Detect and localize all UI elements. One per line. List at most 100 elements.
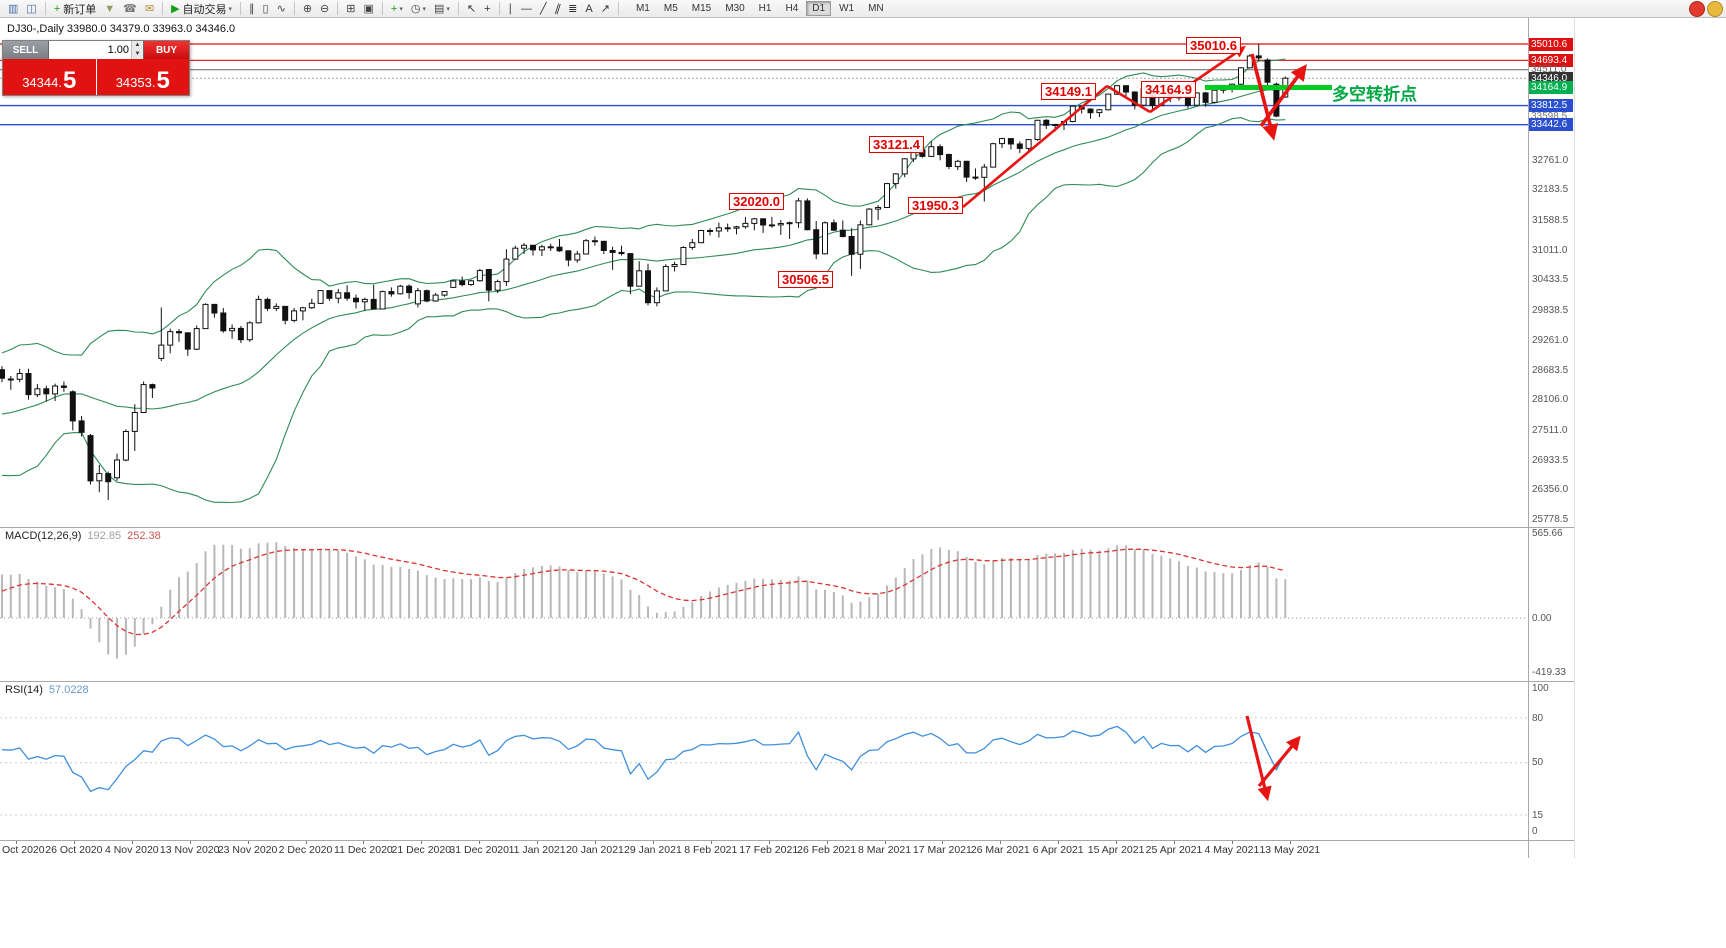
tick-chart-icon-glyph: ◫ — [26, 2, 37, 15]
rsi-axis-label: 0 — [1532, 826, 1538, 837]
chevron-down-icon: ▾ — [422, 5, 426, 13]
date-axis-label: 11 Jan 2021 — [508, 844, 566, 856]
cursor-icon[interactable]: ↖ — [464, 1, 479, 17]
date-axis-label: 15 Apr 2021 — [1087, 844, 1145, 856]
template-icon[interactable]: ▤ ▾ — [431, 1, 453, 17]
line-chart-icon[interactable]: ∿ — [274, 1, 289, 17]
zoom-in-icon[interactable]: ⊕ — [300, 1, 315, 17]
zoom-in-icon-glyph: ⊕ — [302, 2, 313, 15]
tf-m5-button[interactable]: M5 — [663, 3, 678, 14]
arrow-tool-icon[interactable]: ↗ — [598, 1, 613, 17]
date-axis-label: 20 Jan 2021 — [566, 844, 624, 856]
macd-label: MACD(12,26,9) 192.85 252.38 — [5, 530, 161, 542]
date-axis-label: 11 Dec 2020 — [334, 844, 393, 856]
date-axis-label: 26 Feb 2021 — [797, 844, 857, 856]
price-axis-label: 27511.0 — [1532, 424, 1568, 436]
text-icon[interactable]: A — [582, 1, 595, 17]
macd-indicator-panel[interactable] — [0, 527, 1726, 681]
tf-h1-button[interactable]: H1 — [758, 3, 772, 14]
price-axis-tag: 34511.0 — [1531, 64, 1567, 76]
date-tick — [363, 840, 365, 844]
date-tick — [1231, 840, 1233, 844]
funnel-icon-glyph: ▼ — [104, 2, 116, 15]
date-tick — [595, 840, 596, 844]
tile-windows-icon[interactable]: ⊞ — [343, 1, 358, 17]
date-axis-label: 17 Feb 2021 — [739, 844, 799, 856]
date-tick — [768, 840, 770, 844]
mail-icon-glyph: ✉ — [144, 2, 155, 15]
vertical-line-icon[interactable]: ∣ — [505, 1, 517, 17]
tf-m30-button[interactable]: M30 — [725, 3, 745, 14]
timeframe-group: M1 M5 M15 M30 H1 H4 D1 W1 MN — [629, 1, 891, 16]
date-axis-label: 25 Apr 2021 — [1145, 844, 1203, 856]
period-icon-glyph: ◷ — [410, 2, 421, 15]
trend-arrow — [1259, 64, 1307, 128]
date-tick — [1116, 840, 1118, 844]
date-axis-label: 29 Jan 2021 — [623, 844, 682, 856]
zoom-out-icon[interactable]: ⊖ — [317, 1, 332, 17]
price-axis-label: 30433.5 — [1532, 274, 1569, 286]
price-axis-tag: 33812.5 — [1529, 99, 1573, 113]
tf-m1-button[interactable]: M1 — [635, 3, 650, 14]
cursor-icon-glyph: ↖ — [466, 2, 477, 15]
toolbar-separator — [498, 2, 500, 15]
auto-trading-button-label: 自动交易 — [182, 3, 227, 16]
date-tick — [1000, 840, 1002, 844]
sell-button[interactable]: SELL — [3, 41, 49, 59]
date-axis-label: 4 Nov 2020 — [104, 844, 159, 856]
rsi-label: RSI(14) 57.0228 — [5, 684, 89, 696]
funnel-icon[interactable]: ▼ — [101, 1, 118, 17]
cascade-windows-icon[interactable]: ▣ — [360, 1, 376, 17]
auto-trading-button[interactable]: ▶ 自动交易 ▾ — [168, 1, 235, 17]
date-axis-label: 4 May 2021 — [1204, 844, 1260, 856]
price-axis-tag: 33442.6 — [1529, 118, 1573, 132]
fibonacci-icon[interactable]: ≣ — [565, 1, 580, 17]
tf-h4-button[interactable]: H4 — [785, 3, 799, 14]
new-order-button-glyph: + — [53, 2, 61, 15]
chart-window-icon[interactable]: ▥ — [5, 1, 21, 17]
tf-m15-button[interactable]: M15 — [691, 3, 712, 14]
add-indicator-icon[interactable]: + ▾ — [388, 1, 406, 17]
new-order-button[interactable]: + 新订单 — [51, 1, 99, 17]
rsi-axis-label: 80 — [1532, 713, 1544, 724]
volume-decrease-button[interactable]: ▼ — [132, 50, 143, 59]
phone-icon[interactable]: ☎ — [120, 1, 140, 17]
buy-button[interactable]: BUY — [143, 41, 189, 59]
date-tick — [537, 840, 539, 844]
price-axis-label: 28106.0 — [1532, 394, 1569, 406]
tf-w1-button[interactable]: W1 — [839, 3, 855, 14]
tick-chart-icon[interactable]: ◫ — [23, 1, 39, 17]
price-axis-label: 29261.0 — [1532, 334, 1569, 346]
candles-layer — [0, 44, 1289, 500]
price-axis-label: 26933.5 — [1532, 454, 1569, 466]
trendline-icon[interactable]: ╱ — [537, 1, 550, 17]
toolbar-separator — [293, 2, 295, 15]
volume-input[interactable] — [49, 41, 131, 59]
tf-mn-button[interactable]: MN — [868, 3, 884, 14]
chart-symbol-header: DJ30-,Daily 33980.0 34379.0 33963.0 3434… — [7, 23, 236, 35]
price-axis-label: 32761.0 — [1532, 154, 1569, 166]
horizontal-line-icon[interactable]: ― — [518, 1, 535, 17]
date-tick — [73, 840, 75, 844]
rsi-indicator-panel[interactable] — [0, 681, 1726, 840]
date-tick — [247, 840, 249, 844]
main-price-chart[interactable] — [0, 18, 1726, 527]
chevron-down-icon: ▾ — [399, 5, 403, 13]
volume-increase-button[interactable]: ▲ — [132, 41, 143, 50]
notification-badge[interactable] — [1707, 1, 1723, 17]
date-tick — [479, 840, 481, 844]
toolbar-separator — [240, 2, 242, 15]
mail-icon[interactable]: ✉ — [142, 1, 157, 17]
tf-d1-button[interactable]: D1 — [806, 1, 832, 16]
price-axis-label: 25778.5 — [1532, 514, 1569, 525]
price-axis-label: 31011.0 — [1532, 244, 1568, 256]
ohlc-bars-icon[interactable]: ∥ — [246, 1, 258, 17]
candlestick-chart-icon[interactable]: ▯ — [260, 1, 272, 17]
text-icon-glyph: A — [585, 2, 593, 15]
date-tick — [1289, 840, 1291, 844]
crosshair-icon[interactable]: + — [481, 1, 493, 17]
period-icon[interactable]: ◷ ▾ — [408, 1, 429, 17]
rsi-trend-arrow — [1257, 735, 1301, 788]
alert-badge[interactable] — [1689, 1, 1705, 17]
